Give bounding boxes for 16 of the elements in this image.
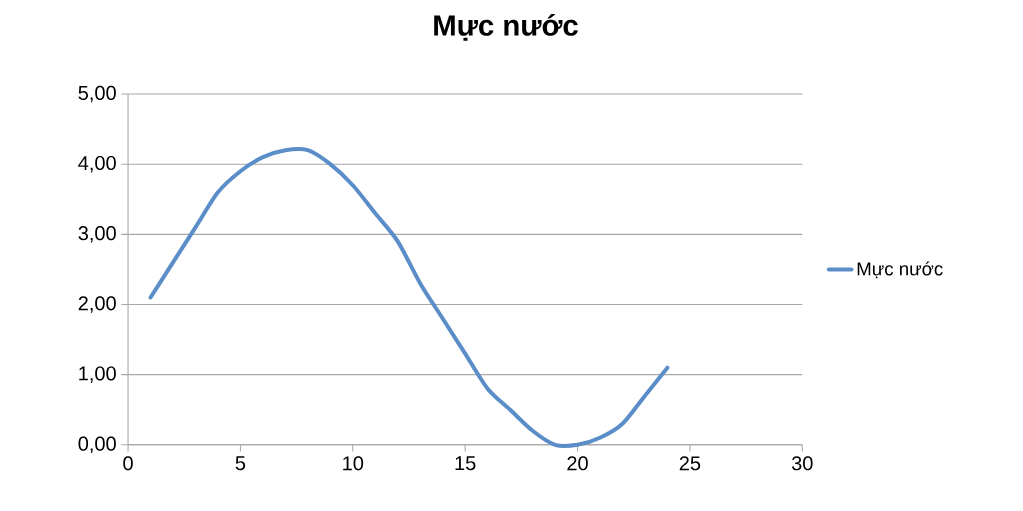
y-tick-label: 4,00: [78, 156, 116, 173]
x-tick-label: 30: [791, 456, 813, 471]
x-tick-label: 25: [679, 456, 701, 471]
legend-label: Mực nước: [857, 261, 943, 279]
x-tick-label: 0: [123, 456, 133, 471]
x-tick-label: 10: [343, 456, 364, 471]
line-series: [148, 147, 670, 448]
x-tick-label: 5: [235, 456, 246, 471]
y-tick-label: 0,00: [78, 436, 116, 454]
x-tick-label: 20: [567, 456, 588, 471]
y-tick-label: 3,00: [78, 226, 116, 243]
y-tick-label: 2,00: [78, 296, 116, 313]
x-tick-label: 15: [455, 456, 476, 471]
y-tick-label: 5,00: [78, 85, 116, 103]
chart-title: Mực nước: [434, 14, 578, 41]
y-tick-label: 1,00: [79, 366, 116, 383]
